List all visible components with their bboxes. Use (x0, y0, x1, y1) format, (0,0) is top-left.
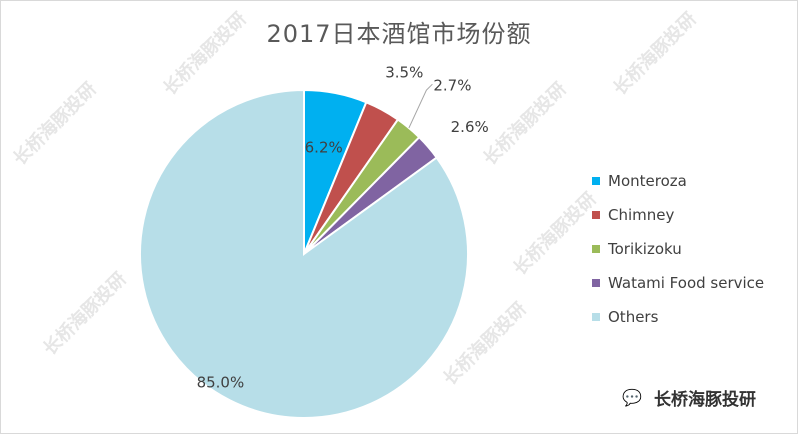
leader-lines (408, 83, 433, 129)
legend-swatch (592, 177, 600, 185)
data-label: 2.7% (433, 77, 471, 95)
legend-item-monteroza: Monteroza (592, 164, 764, 198)
pie-slices (139, 88, 469, 419)
legend-swatch (592, 211, 600, 219)
pie-slice-others (139, 88, 469, 419)
data-label: 85.0% (197, 374, 245, 392)
legend-swatch (592, 313, 600, 321)
data-label: 6.2% (305, 139, 343, 157)
watermark-text: 长桥海豚投研 (654, 390, 756, 410)
wechat-icon: 💬 (622, 387, 642, 407)
legend-label: Chimney (608, 206, 675, 224)
data-labels: 6.2% 3.5% 2.7% 2.6% 85.0% (197, 64, 489, 392)
data-label: 3.5% (385, 64, 423, 82)
watermark-badge: 💬 长桥海豚投研 (622, 385, 756, 410)
legend-label: Watami Food service (608, 274, 765, 292)
legend-item-torikizoku: Torikizoku (592, 232, 764, 266)
legend-item-chimney: Chimney (592, 198, 764, 232)
legend-label: Others (608, 308, 659, 326)
legend-swatch (592, 245, 600, 253)
data-label: 2.6% (451, 118, 489, 136)
legend-item-others: Others (592, 300, 764, 334)
legend-label: Monteroza (608, 172, 687, 190)
leader-line (408, 83, 433, 129)
legend-item-watami: Watami Food service (592, 266, 764, 300)
legend-label: Torikizoku (608, 240, 682, 258)
legend: Monteroza Chimney Torikizoku Watami Food… (592, 164, 764, 334)
legend-swatch (592, 279, 600, 287)
chart-title: 2017日本酒馆市场份额 (266, 20, 532, 48)
